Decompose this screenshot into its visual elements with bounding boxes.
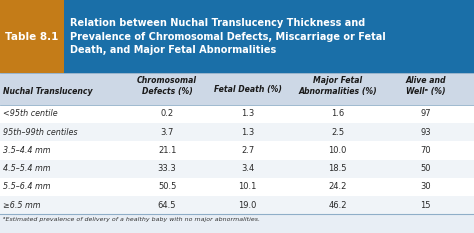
Text: 15: 15: [420, 201, 431, 210]
Text: 1.3: 1.3: [241, 128, 254, 137]
Text: Defects (%): Defects (%): [142, 87, 192, 96]
Text: 50.5: 50.5: [158, 182, 176, 192]
Text: Alive and: Alive and: [405, 76, 446, 85]
FancyBboxPatch shape: [0, 196, 474, 214]
Text: 2.7: 2.7: [241, 146, 254, 155]
Text: 46.2: 46.2: [328, 201, 347, 210]
Text: Relation between Nuchal Translucency Thickness and
Prevalence of Chromosomal Def: Relation between Nuchal Translucency Thi…: [70, 18, 385, 55]
Text: 33.3: 33.3: [158, 164, 176, 173]
FancyBboxPatch shape: [0, 178, 474, 196]
Text: 95th–99th centiles: 95th–99th centiles: [3, 128, 77, 137]
Text: Abnormalities (%): Abnormalities (%): [299, 87, 377, 96]
Text: Nuchal Translucency: Nuchal Translucency: [3, 87, 92, 96]
Text: 50: 50: [420, 164, 431, 173]
Text: 19.0: 19.0: [238, 201, 257, 210]
Text: Chromosomal: Chromosomal: [137, 76, 197, 85]
Text: 1.3: 1.3: [241, 110, 254, 118]
Text: Table 8.1: Table 8.1: [5, 32, 59, 42]
Text: 70: 70: [420, 146, 431, 155]
Text: 5.5–6.4 mm: 5.5–6.4 mm: [3, 182, 50, 192]
Text: <95th centile: <95th centile: [3, 110, 57, 118]
FancyBboxPatch shape: [0, 73, 474, 105]
FancyBboxPatch shape: [0, 123, 474, 141]
FancyBboxPatch shape: [0, 141, 474, 160]
Text: 3.7: 3.7: [160, 128, 174, 137]
Text: 2.5: 2.5: [331, 128, 344, 137]
Text: ᵃEstimated prevalence of delivery of a healthy baby with no major abnormalities.: ᵃEstimated prevalence of delivery of a h…: [3, 217, 260, 222]
Text: 64.5: 64.5: [158, 201, 176, 210]
Text: Wellᵃ (%): Wellᵃ (%): [406, 87, 445, 96]
FancyBboxPatch shape: [0, 73, 474, 233]
Text: 1.6: 1.6: [331, 110, 344, 118]
FancyBboxPatch shape: [0, 160, 474, 178]
Text: 30: 30: [420, 182, 431, 192]
Text: Major Fetal: Major Fetal: [313, 76, 362, 85]
Text: 10.1: 10.1: [238, 182, 257, 192]
Text: 10.0: 10.0: [328, 146, 347, 155]
Text: 18.5: 18.5: [328, 164, 347, 173]
Text: ≥6.5 mm: ≥6.5 mm: [3, 201, 40, 210]
Text: 24.2: 24.2: [328, 182, 347, 192]
Text: 0.2: 0.2: [161, 110, 173, 118]
FancyBboxPatch shape: [0, 0, 474, 73]
Text: 3.5–4.4 mm: 3.5–4.4 mm: [3, 146, 50, 155]
Text: 21.1: 21.1: [158, 146, 176, 155]
Text: 4.5–5.4 mm: 4.5–5.4 mm: [3, 164, 50, 173]
Text: 93: 93: [420, 128, 431, 137]
Text: 3.4: 3.4: [241, 164, 254, 173]
Text: Fetal Death (%): Fetal Death (%): [214, 85, 282, 94]
FancyBboxPatch shape: [0, 105, 474, 123]
Text: 97: 97: [420, 110, 431, 118]
FancyBboxPatch shape: [0, 0, 64, 73]
